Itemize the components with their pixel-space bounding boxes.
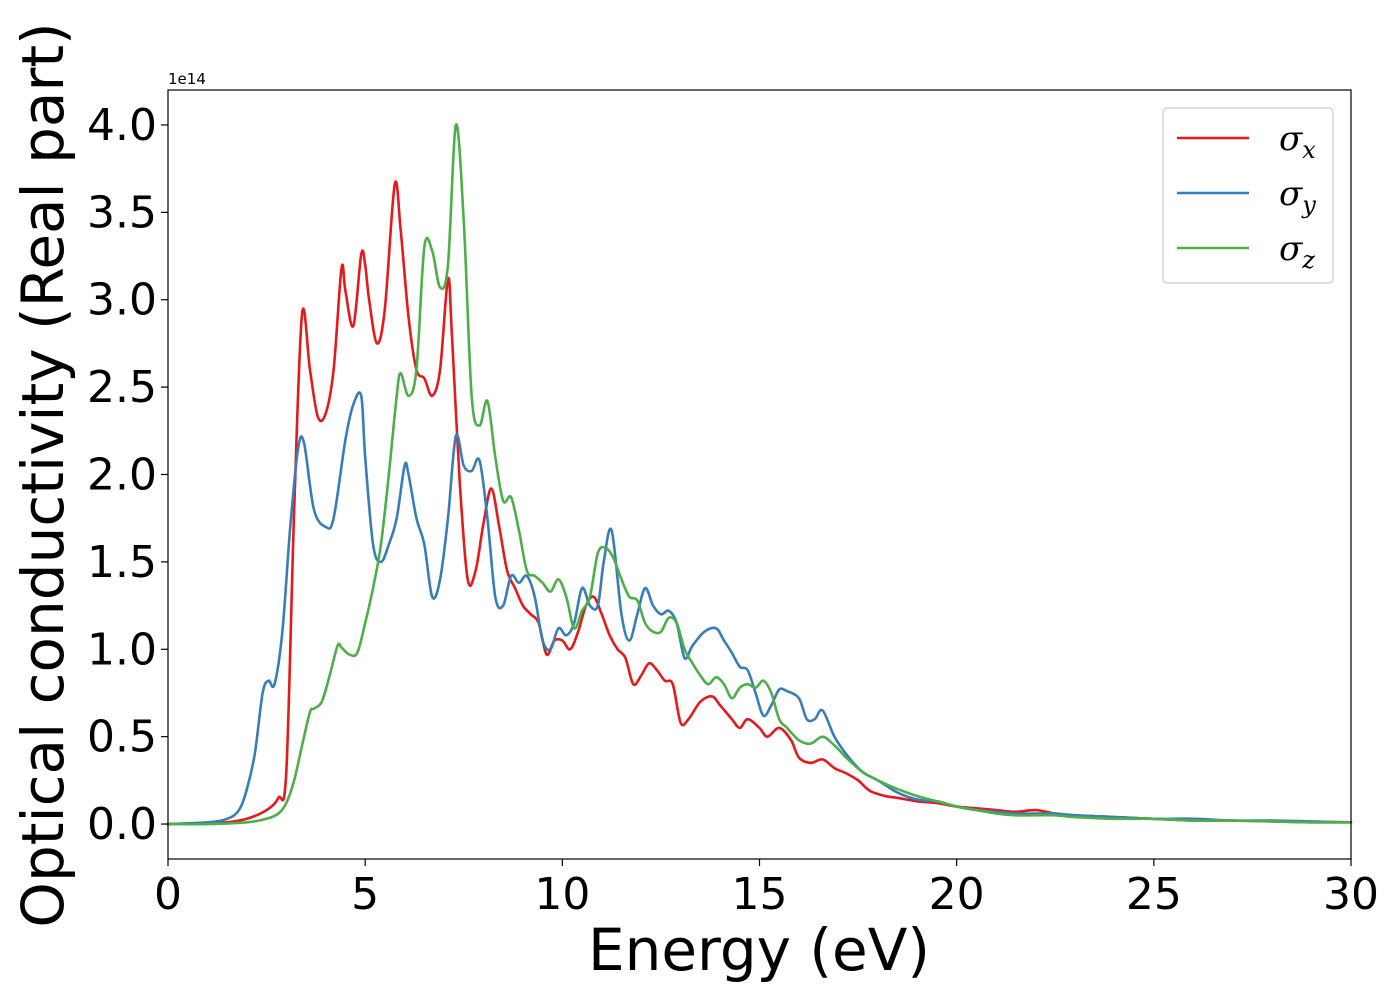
- x-tick-label: 30: [1323, 869, 1379, 920]
- y-axis-ticks: 0.0 0.5 1.0 1.5 2.0 2.5 3.0 3.5 4.0: [87, 100, 168, 850]
- y-tick-label: 2.5: [87, 362, 157, 413]
- y-offset-label: 1e14: [168, 70, 206, 88]
- x-tick-label: 10: [534, 869, 590, 920]
- series-line-z: [166, 123, 1353, 826]
- y-axis-label: Optical conductivity (Real part): [9, 22, 77, 927]
- y-tick-label: 3.5: [87, 187, 157, 238]
- series-line-x: [166, 180, 1353, 826]
- x-tick-label: 5: [351, 869, 379, 920]
- x-tick-label: 0: [154, 869, 182, 920]
- y-tick-label: 0.5: [87, 712, 157, 763]
- x-tick-label: 20: [929, 869, 985, 920]
- x-tick-label: 15: [732, 869, 788, 920]
- x-axis-ticks: 0 5 10 15 20 25 30: [154, 859, 1379, 920]
- y-tick-label: 1.0: [87, 624, 157, 675]
- plot-lines: [166, 123, 1353, 826]
- x-tick-label: 25: [1126, 869, 1182, 920]
- y-tick-label: 2.0: [87, 450, 157, 501]
- x-axis-label: Energy (eV): [588, 916, 930, 984]
- y-tick-label: 0.0: [87, 799, 157, 850]
- y-tick-label: 4.0: [87, 100, 157, 151]
- y-tick-label: 3.0: [87, 275, 157, 326]
- legend-box: [1162, 107, 1334, 284]
- series-line-y: [166, 391, 1353, 826]
- y-tick-label: 1.5: [87, 537, 157, 588]
